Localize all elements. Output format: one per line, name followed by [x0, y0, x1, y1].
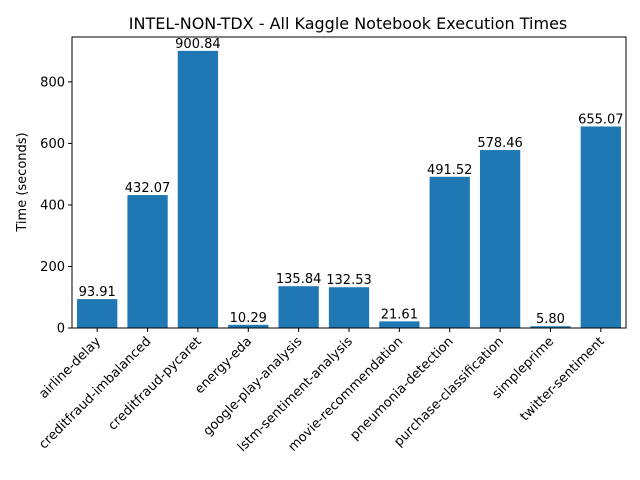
- y-tick-label-600: 600: [40, 137, 65, 152]
- chart-title: INTEL-NON-TDX - All Kaggle Notebook Exec…: [129, 14, 568, 33]
- data-label-airline-delay: 93.91: [79, 285, 116, 300]
- axes-layer: [68, 36, 627, 332]
- bar-google-play-analysis: [278, 286, 319, 328]
- bar-twitter-sentiment: [580, 126, 621, 328]
- plot-frame: [71, 36, 627, 329]
- data-label-movie-recommendation: 21.61: [381, 307, 418, 322]
- bar-movie-recommendation: [379, 321, 420, 328]
- bars-layer: [77, 50, 621, 328]
- data-label-creditfraud-pycaret: 900.84: [175, 37, 221, 52]
- bar-pneumonia-detection: [429, 176, 470, 328]
- bar-creditfraud-pycaret: [177, 50, 219, 328]
- data-label-creditfraud-imbalanced: 432.07: [125, 181, 171, 196]
- data-label-pneumonia-detection: 491.52: [427, 163, 473, 178]
- data-label-purchase-classification: 578.46: [477, 136, 523, 151]
- data-label-lstm-sentiment-analysis: 132.53: [326, 273, 372, 288]
- bar-airline-delay: [77, 299, 118, 328]
- y-axis-label: Time (seconds): [15, 132, 30, 232]
- bar-creditfraud-imbalanced: [127, 195, 168, 328]
- y-tick-label-200: 200: [40, 260, 65, 275]
- y-tick-label-400: 400: [40, 198, 65, 213]
- y-tick-label-800: 800: [40, 75, 65, 90]
- data-label-simpleprime: 5.80: [536, 312, 565, 327]
- y-tick-label-0: 0: [57, 322, 65, 337]
- bar-simpleprime: [530, 326, 571, 328]
- data-label-twitter-sentiment: 655.07: [578, 112, 624, 127]
- bar-energy-eda: [228, 324, 269, 328]
- data-label-google-play-analysis: 135.84: [276, 272, 322, 287]
- data-label-energy-eda: 10.29: [230, 311, 267, 326]
- bar-purchase-classification: [479, 150, 521, 328]
- bar-lstm-sentiment-analysis: [328, 287, 370, 328]
